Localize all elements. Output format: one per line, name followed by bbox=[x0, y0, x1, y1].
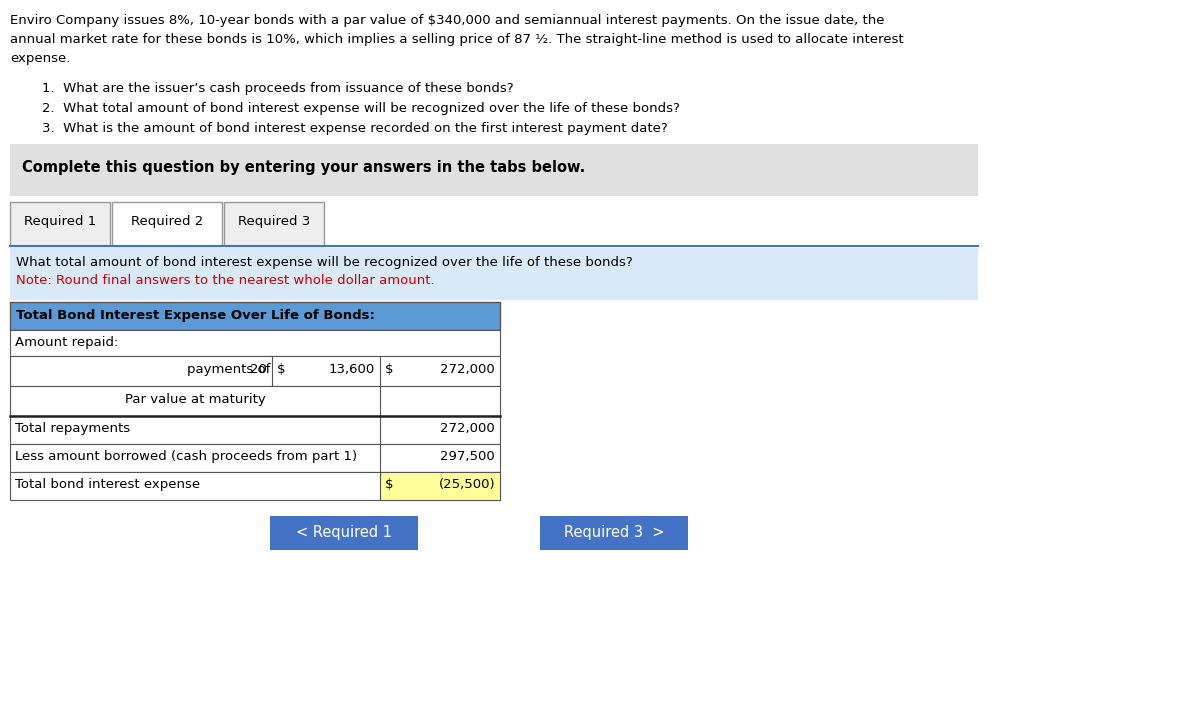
Text: Enviro Company issues 8%, 10-year bonds with a par value of $340,000 and semiann: Enviro Company issues 8%, 10-year bonds … bbox=[10, 14, 884, 27]
Bar bbox=[380, 472, 500, 500]
Text: (25,500): (25,500) bbox=[438, 478, 496, 491]
Text: expense.: expense. bbox=[10, 52, 71, 65]
Text: 272,000: 272,000 bbox=[440, 363, 496, 376]
Bar bbox=[10, 386, 500, 416]
Text: Less amount borrowed (cash proceeds from part 1): Less amount borrowed (cash proceeds from… bbox=[14, 450, 358, 463]
Bar bbox=[10, 472, 500, 500]
Bar bbox=[10, 416, 500, 444]
Text: Total bond interest expense: Total bond interest expense bbox=[14, 478, 200, 491]
Bar bbox=[270, 516, 418, 550]
Bar bbox=[10, 302, 500, 330]
Text: What total amount of bond interest expense will be recognized over the life of t: What total amount of bond interest expen… bbox=[16, 256, 632, 269]
Bar bbox=[10, 330, 500, 356]
Text: 3.  What is the amount of bond interest expense recorded on the first interest p: 3. What is the amount of bond interest e… bbox=[42, 122, 667, 135]
Text: Required 3  >: Required 3 > bbox=[564, 525, 665, 540]
Text: Required 1: Required 1 bbox=[24, 215, 96, 228]
Text: 297,500: 297,500 bbox=[440, 450, 496, 463]
Text: < Required 1: < Required 1 bbox=[296, 525, 392, 540]
Text: 1.  What are the issuer’s cash proceeds from issuance of these bonds?: 1. What are the issuer’s cash proceeds f… bbox=[42, 82, 514, 95]
Text: 20: 20 bbox=[250, 363, 266, 376]
Text: $: $ bbox=[385, 363, 394, 376]
Text: Total Bond Interest Expense Over Life of Bonds:: Total Bond Interest Expense Over Life of… bbox=[16, 309, 374, 322]
Text: Required 3: Required 3 bbox=[238, 215, 310, 228]
Bar bbox=[10, 144, 978, 196]
Bar bbox=[10, 356, 500, 386]
Text: Note: Round final answers to the nearest whole dollar amount.: Note: Round final answers to the nearest… bbox=[16, 274, 434, 287]
Text: 272,000: 272,000 bbox=[440, 422, 496, 435]
Text: 2.  What total amount of bond interest expense will be recognized over the life : 2. What total amount of bond interest ex… bbox=[42, 102, 680, 115]
Text: Total repayments: Total repayments bbox=[14, 422, 130, 435]
Text: Par value at maturity: Par value at maturity bbox=[125, 393, 265, 406]
Bar bbox=[10, 444, 500, 472]
Bar bbox=[10, 248, 978, 300]
Text: $: $ bbox=[277, 363, 286, 376]
Text: 13,600: 13,600 bbox=[329, 363, 374, 376]
Text: payments of: payments of bbox=[187, 363, 270, 376]
Bar bbox=[112, 202, 222, 246]
Bar bbox=[540, 516, 688, 550]
Text: $: $ bbox=[385, 478, 394, 491]
Bar bbox=[10, 202, 110, 246]
Text: annual market rate for these bonds is 10%, which implies a selling price of 87 ½: annual market rate for these bonds is 10… bbox=[10, 33, 904, 46]
Text: Amount repaid:: Amount repaid: bbox=[14, 336, 119, 349]
Text: Complete this question by entering your answers in the tabs below.: Complete this question by entering your … bbox=[22, 160, 586, 175]
Text: Required 2: Required 2 bbox=[131, 215, 203, 228]
Bar bbox=[224, 202, 324, 246]
